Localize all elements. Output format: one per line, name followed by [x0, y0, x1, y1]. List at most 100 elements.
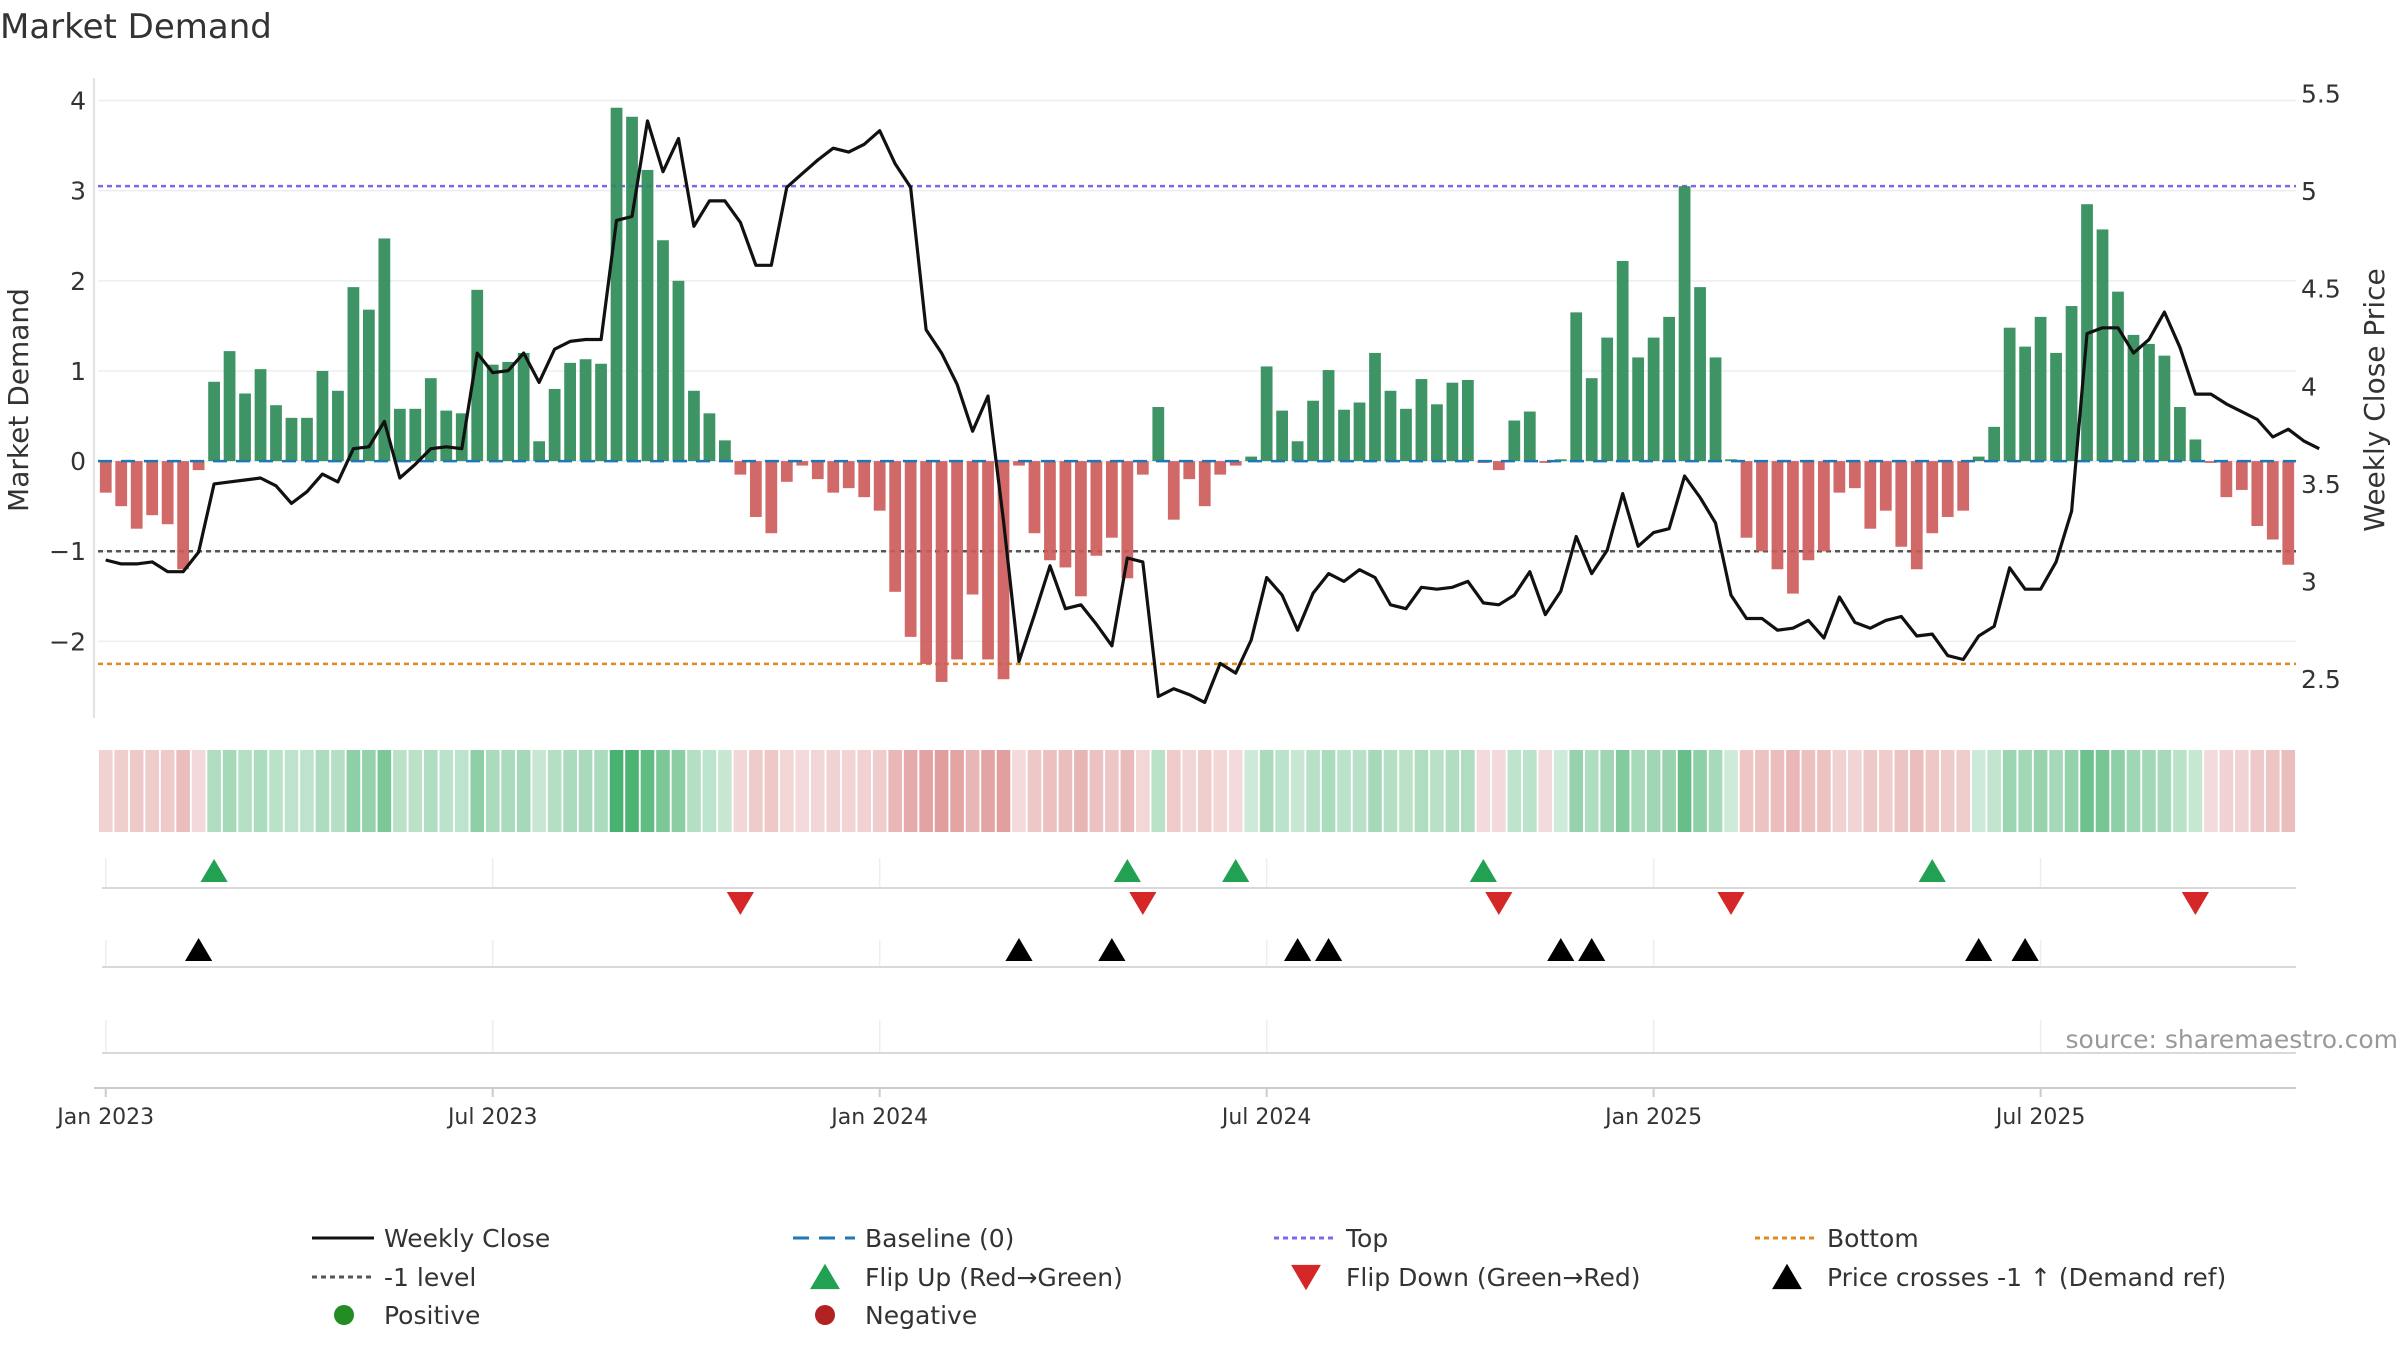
demand-bar — [842, 461, 855, 489]
demand-bar — [239, 393, 251, 462]
heat-cell — [1399, 750, 1413, 832]
heat-cell — [1569, 750, 1584, 832]
y2-tick-label: 4 — [2301, 372, 2317, 401]
demand-bar — [2112, 291, 2124, 462]
price-cross-marker — [2011, 938, 2039, 961]
demand-bar — [99, 461, 112, 493]
y2-tick-label: 5 — [2301, 177, 2317, 206]
heat-cell — [98, 750, 113, 832]
flip-down-marker — [1717, 892, 1745, 915]
heat-cell — [1074, 750, 1088, 832]
demand-bar — [2282, 461, 2295, 565]
demand-bar — [1833, 461, 1846, 493]
legend-entry-label: Baseline (0) — [865, 1224, 1014, 1253]
source-label: source: sharemaestro.com — [2066, 1025, 2399, 1054]
demand-bar — [517, 352, 530, 462]
demand-bar — [254, 369, 267, 462]
heat-cell — [1553, 750, 1568, 832]
demand-bar — [672, 280, 685, 462]
demand-bar — [1864, 461, 1877, 529]
heat-cell — [903, 750, 918, 832]
heat-cell — [269, 750, 283, 832]
demand-bar — [1539, 461, 1552, 463]
demand-bar — [2050, 352, 2062, 462]
demand-bar — [811, 461, 824, 480]
heat-cell — [810, 750, 825, 832]
flip-down-marker — [1485, 892, 1513, 915]
heat-cell — [2033, 750, 2048, 832]
legend-entry-label: Price crosses -1 ↑ (Demand ref) — [1827, 1263, 2226, 1292]
demand-bar — [1941, 461, 1954, 517]
heat-cell — [1058, 750, 1073, 832]
demand-bar — [1415, 379, 1428, 462]
demand-bar — [409, 408, 422, 462]
demand-bar — [1400, 408, 1412, 462]
demand-bar — [1740, 461, 1753, 538]
heat-cell — [1522, 750, 1537, 832]
heat-cell — [826, 750, 841, 832]
heat-cell — [857, 750, 872, 832]
demand-bar — [1585, 378, 1598, 462]
heat-cell — [919, 750, 933, 832]
heat-cell — [1461, 750, 1475, 832]
heat-cell — [656, 750, 670, 832]
demand-bar — [1492, 461, 1505, 471]
heat-cell — [1368, 750, 1382, 832]
heat-cell — [346, 750, 361, 832]
demand-bar — [1910, 461, 1923, 570]
demand-bar — [873, 461, 886, 511]
heat-cell — [1832, 750, 1847, 832]
heat-cell — [485, 750, 500, 832]
heat-cell — [2250, 750, 2265, 832]
heat-cell — [1430, 750, 1444, 832]
heat-cell — [2157, 750, 2172, 832]
heat-cell — [1445, 750, 1460, 832]
demand-bar — [2096, 229, 2109, 462]
legend-entry-label: Flip Down (Green→Red) — [1346, 1263, 1641, 1292]
demand-bar — [1601, 337, 1614, 462]
y-tick-label: 1 — [70, 357, 86, 386]
demand-bar — [1787, 461, 1799, 594]
demand-bar — [1152, 407, 1165, 462]
demand-bar — [1090, 461, 1103, 556]
y-tick-label: 0 — [70, 447, 86, 476]
demand-bar — [1384, 390, 1397, 462]
demand-bar — [285, 417, 298, 462]
demand-bar — [1678, 186, 1691, 462]
heat-cell — [1027, 750, 1042, 832]
demand-bar — [2174, 407, 2186, 462]
demand-bar — [1523, 411, 1536, 462]
y2-tick-label: 5.5 — [2301, 80, 2341, 109]
demand-bar — [1121, 461, 1134, 579]
heat-cell — [687, 750, 701, 832]
heat-cell — [1228, 750, 1243, 832]
heat-cell — [516, 750, 531, 832]
demand-bar — [688, 390, 700, 462]
legend-swatch-marker — [1291, 1264, 1321, 1291]
demand-bar — [1446, 382, 1459, 462]
heat-cell — [300, 750, 314, 832]
price-cross-marker — [1547, 938, 1575, 961]
demand-bar — [889, 461, 902, 592]
heat-cell — [1383, 750, 1398, 832]
heat-cell — [532, 750, 546, 832]
demand-bar — [2235, 461, 2248, 490]
heat-cell — [1925, 750, 1940, 832]
demand-bar — [610, 107, 623, 462]
price-cross-marker — [185, 938, 213, 961]
heat-cell — [1848, 750, 1862, 832]
demand-bar — [1818, 461, 1830, 552]
demand-bar — [1879, 461, 1892, 511]
demand-bar — [564, 362, 576, 462]
demand-bar — [1663, 316, 1675, 462]
heat-cell — [795, 750, 810, 832]
heat-cell — [888, 750, 902, 832]
demand-bar — [1167, 461, 1180, 520]
heat-cell — [841, 750, 856, 832]
price-cross-marker — [1314, 938, 1343, 961]
heat-cell — [129, 750, 144, 832]
demand-bar — [316, 370, 329, 462]
x-tick-label: Jul 2024 — [1220, 1105, 1312, 1130]
demand-bar — [2266, 461, 2279, 540]
